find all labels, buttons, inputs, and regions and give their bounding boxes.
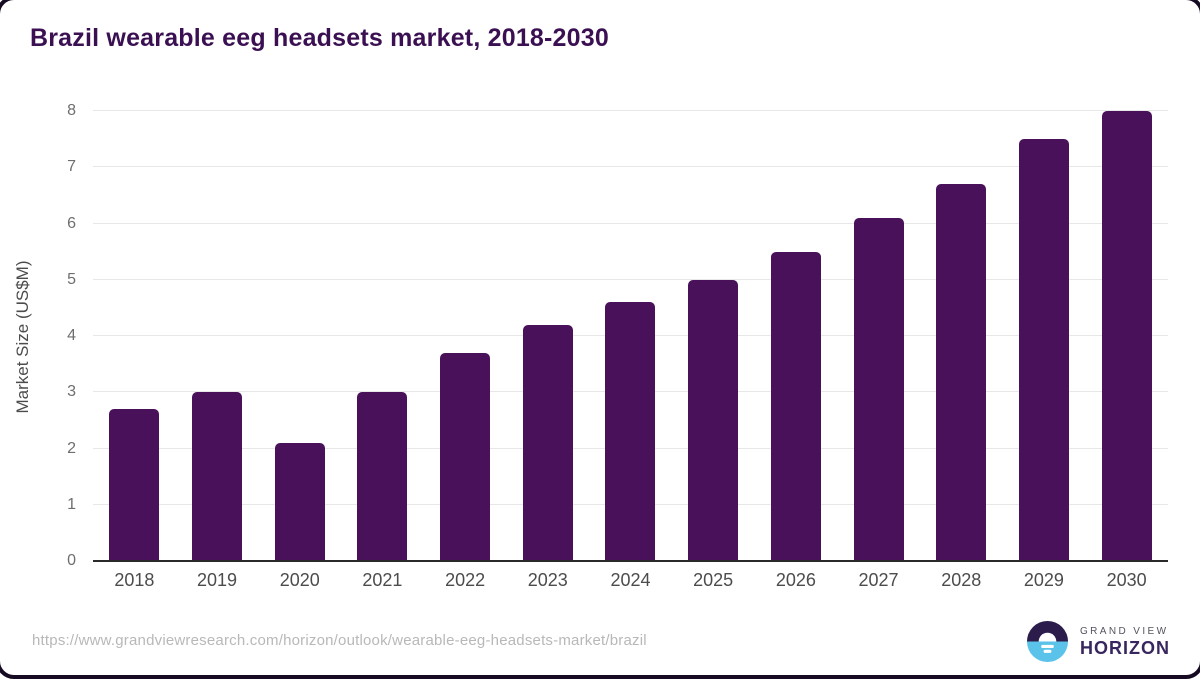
bar-2025[interactable] [688,279,739,561]
x-tick-label-2026: 2026 [775,570,816,590]
bar-2028[interactable] [936,184,987,561]
plot-area [93,110,1168,562]
bar-2027[interactable] [853,217,904,561]
bar-band-2030 [1085,111,1168,561]
bar-band-2023 [506,111,589,561]
logo-text-grand-view: GRAND VIEW [1080,626,1169,637]
y-tick-label-5: 5 [67,270,76,288]
logo-text-horizon: HORIZON [1080,638,1170,658]
bar-band-2019 [176,111,259,561]
x-tick-label-2025: 2025 [693,570,734,590]
y-tick-label-7: 7 [67,158,76,176]
gridline-7 [93,166,1168,168]
bar-band-2020 [258,111,341,561]
bars-container [93,111,1168,561]
bar-2019[interactable] [192,392,243,561]
bar-band-2024 [589,111,672,561]
bar-2018[interactable] [109,409,160,561]
bar-2026[interactable] [770,251,821,561]
gridline-8 [93,110,1168,111]
source-url-text: https://www.grandviewresearch.com/horizo… [32,632,647,649]
x-axis-line [93,560,1168,562]
bar-2030[interactable] [1101,111,1152,561]
bar-band-2027 [837,111,920,561]
bar-2021[interactable] [357,392,408,561]
y-tick-label-4: 4 [67,327,76,344]
y-tick-label-6: 6 [67,214,76,232]
gridline-5 [93,278,1168,280]
bar-2024[interactable] [605,302,656,561]
bar-2020[interactable] [274,442,325,561]
x-tick-label-2019: 2019 [197,570,238,590]
y-tick-label-2: 2 [67,439,76,457]
logo-text: GRAND VIEW HORIZON [1080,625,1170,658]
x-tick-label-2018: 2018 [114,570,155,590]
y-tick-label-0: 0 [67,552,76,569]
chart-title: Brazil wearable eeg headsets market, 201… [30,24,609,52]
y-tick-label-3: 3 [67,383,76,401]
horizon-sun-icon [1026,620,1069,663]
x-tick-label-2021: 2021 [362,570,403,590]
bar-band-2028 [920,111,1003,561]
x-tick-label-2030: 2030 [1106,570,1147,590]
bar-2023[interactable] [522,324,573,561]
y-tick-label-1: 1 [67,495,76,513]
bar-band-2026 [755,111,838,561]
x-tick-label-2029: 2029 [1023,570,1064,590]
x-tick-label-2023: 2023 [527,570,568,590]
x-tick-label-2027: 2027 [858,570,899,590]
x-tick-label-2028: 2028 [941,570,982,590]
x-tick-label-2022: 2022 [445,570,486,590]
x-axis-labels: 2018 2019 2020 2021 2022 2023 2024 2025 2026 2027… [93,570,1168,591]
bar-band-2029 [1003,111,1086,561]
bar-band-2021 [341,111,424,561]
bar-band-2025 [672,111,755,561]
grand-view-horizon-logo: GRAND VIEW HORIZON [1026,620,1170,663]
x-tick-label-2020: 2020 [279,570,320,590]
bar-band-2022 [424,111,507,561]
bar-2022[interactable] [440,352,491,561]
y-tick-label-8: 8 [67,102,76,119]
bar-band-2018 [93,111,176,561]
x-tick-label-2024: 2024 [610,570,651,590]
y-axis-ticks: 0 1 2 3 4 5 6 7 8 [0,102,84,569]
bar-2029[interactable] [1018,139,1069,561]
gridline-6 [93,222,1168,224]
